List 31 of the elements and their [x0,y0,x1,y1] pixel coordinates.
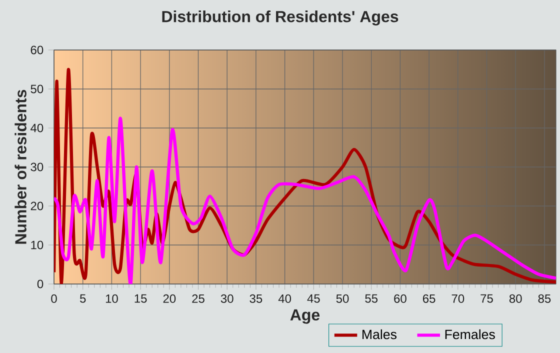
y-tick-label: 10 [31,240,44,250]
y-tick-label: 30 [30,162,44,172]
line-series [54,116,556,284]
y-tick-label: 60 [30,46,44,54]
x-tick-label: 25 [192,294,204,303]
x-tick-label: 10 [106,294,118,303]
x-tick-label: 65 [422,294,436,303]
x-tick-label: 45 [307,294,320,303]
x-tick-label: 35 [250,294,262,303]
x-tick-label: 0 [51,294,57,303]
x-tick-label: 70 [452,294,464,303]
x-tick-label: 75 [480,294,493,303]
x-tick-label: 15 [134,294,147,303]
y-tick-label: 40 [30,124,44,132]
x-tick-label: 55 [365,294,378,303]
y-tick-label: 0 [37,280,44,288]
y-tick-label: 20 [30,202,44,210]
legend-label: Males [362,329,397,340]
x-tick-label: 5 [80,294,86,303]
x-tick-label: 30 [220,294,234,303]
x-tick-label: 50 [336,294,349,303]
x-tick-label: 80 [509,294,522,303]
chart-title: Distribution of Residents' Ages [162,10,398,26]
x-tick-label: 60 [394,294,406,303]
legend-label: Females [445,329,495,340]
x-tick-label: 40 [278,294,292,303]
y-tick-label: 50 [30,84,44,94]
x-tick-label: 85 [538,294,551,303]
y-axis-title: Number of residents [14,90,26,244]
x-axis-title: Age [290,309,320,324]
x-tick-label: 20 [163,294,176,303]
